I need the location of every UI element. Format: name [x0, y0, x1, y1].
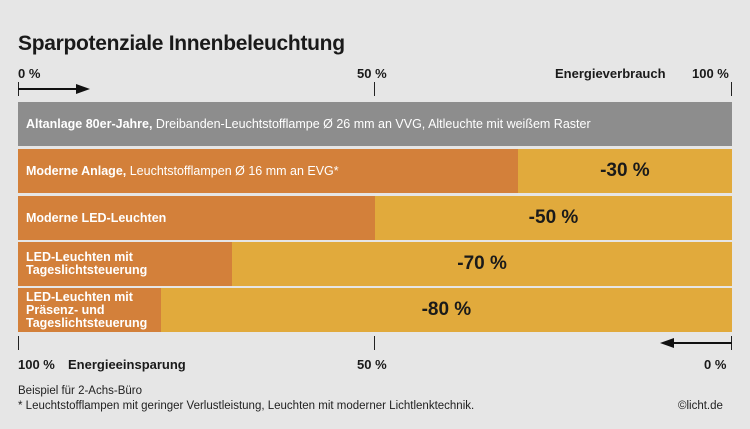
consumption-bar [18, 242, 233, 286]
savings-label: -70 % [457, 253, 507, 274]
savings-label: -80 % [421, 299, 472, 320]
bottom-tick-label-0: 0 % [704, 357, 727, 372]
left-arrow-icon [660, 338, 732, 348]
bar-row-4: -80 % LED-Leuchten mit Präsenz- und Tages… [18, 288, 732, 332]
top-tick-label-50: 50 % [357, 66, 387, 81]
bar-row-0: Altanlage 80er-Jahre, Dreibanden-Leuchts… [18, 102, 732, 146]
bottom-axis-label: Energieeinsparung [68, 357, 186, 372]
savings-label: -30 % [600, 160, 650, 181]
top-axis-label: Energieverbrauch [555, 66, 666, 81]
consumption-bar [18, 196, 375, 240]
bottom-tick-100 [18, 336, 19, 350]
bar-row-1: -30 % Moderne Anlage, Leuchtstofflampen Ø… [18, 149, 732, 193]
row-label: LED-Leuchten mit Tageslichtsteuerung [26, 250, 148, 277]
bar-row-2: -50 % Moderne LED-Leuchten [18, 196, 732, 240]
top-tick-label-100: 100 % [692, 66, 729, 81]
bar-row-3: -70 % LED-Leuchten mit Tageslichtsteuerun… [18, 242, 732, 286]
top-tick-50 [374, 82, 375, 96]
row-label: Altanlage 80er-Jahre, Dreibanden-Leuchts… [26, 116, 591, 131]
consumption-bar [18, 149, 518, 193]
row-label: LED-Leuchten mit Präsenz- und Tageslicht… [26, 289, 148, 330]
bottom-tick-label-50: 50 % [357, 357, 387, 372]
top-tick-100 [731, 82, 732, 96]
consumption-bar [18, 288, 161, 332]
footnote-example: Beispiel für 2-Achs-Büro [18, 385, 142, 397]
copyright: ©licht.de [678, 400, 723, 412]
bottom-tick-label-100: 100 % [18, 357, 55, 372]
row-label: Moderne Anlage, Leuchtstofflampen Ø 16 m… [26, 163, 339, 178]
footnote-asterisk: * Leuchtstofflampen mit geringer Verlust… [18, 400, 475, 412]
savings-label: -50 % [528, 207, 579, 228]
top-tick-label-0: 0 % [18, 66, 41, 81]
chart-title: Sparpotenziale Innenbeleuchtung [18, 32, 345, 55]
row-label: Moderne LED-Leuchten [26, 210, 167, 225]
bottom-tick-50 [374, 336, 375, 350]
right-arrow-icon [18, 84, 90, 94]
